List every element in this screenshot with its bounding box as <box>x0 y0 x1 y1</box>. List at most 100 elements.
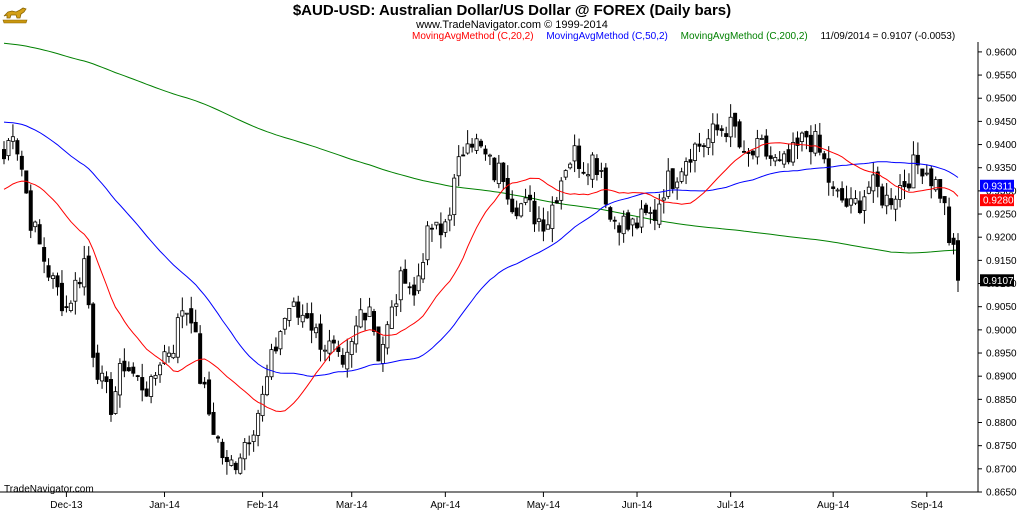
price-bar <box>273 337 278 354</box>
price-bar <box>278 330 283 356</box>
price-bar <box>701 143 706 158</box>
price-bar <box>86 246 91 309</box>
price-bar <box>331 335 336 352</box>
chart-title: $AUD-USD: Australian Dollar/US Dollar @ … <box>292 2 732 19</box>
price-bar <box>309 302 314 344</box>
price-bar <box>46 258 51 282</box>
price-bar <box>951 233 956 255</box>
price-bar <box>233 461 238 475</box>
price-bar <box>438 212 443 249</box>
price-bar <box>724 126 729 143</box>
price-bar <box>514 200 519 220</box>
price-bar <box>314 323 319 339</box>
price-bar <box>737 119 742 149</box>
price-bar <box>104 371 109 394</box>
price-bar <box>162 344 167 365</box>
price-bar <box>906 173 911 192</box>
price-bar <box>447 207 452 232</box>
price-bar <box>528 185 533 212</box>
price-bar <box>585 163 590 186</box>
price-flag: 0.9280 <box>980 194 1014 207</box>
price-bar <box>37 219 42 245</box>
price-bar <box>947 197 952 246</box>
x-tick-label: Jun-14 <box>622 500 653 511</box>
price-bar <box>126 361 131 372</box>
price-bar <box>844 185 849 208</box>
y-tick-label: 0.9250 <box>986 210 1017 221</box>
price-bar <box>282 317 287 335</box>
price-bar <box>100 365 105 389</box>
price-bar <box>554 196 559 204</box>
price-bar <box>349 338 354 368</box>
price-bar <box>287 307 292 327</box>
y-tick-label: 0.9350 <box>986 163 1017 174</box>
gold-bull-logo-icon <box>2 2 28 29</box>
price-bar <box>398 266 403 313</box>
y-tick-label: 0.9550 <box>986 71 1017 82</box>
price-bar <box>777 151 782 162</box>
price-bar <box>670 168 675 194</box>
ma20-line <box>3 142 959 413</box>
x-tick-label: Feb-14 <box>247 500 279 511</box>
price-bar <box>55 272 60 296</box>
price-bar <box>920 168 925 185</box>
price-bar <box>207 371 212 417</box>
price-bar <box>358 298 363 329</box>
price-bar <box>884 182 889 215</box>
price-bar <box>572 134 577 173</box>
x-tick-label: Aug-14 <box>817 500 850 511</box>
price-bar <box>407 282 412 295</box>
price-bar <box>189 296 194 334</box>
price-bar <box>149 374 154 404</box>
y-tick-label: 0.8850 <box>986 395 1017 406</box>
x-tick-label: Mar-14 <box>336 500 368 511</box>
price-bar <box>679 167 684 184</box>
price-bar <box>452 173 457 226</box>
price-bar <box>372 308 377 336</box>
price-bar <box>902 169 907 200</box>
x-tick-label: Apr-14 <box>430 500 460 511</box>
price-bar <box>835 187 840 198</box>
y-tick-label: 0.9400 <box>986 140 1017 151</box>
price-bar <box>425 221 430 266</box>
price-bar <box>461 146 466 157</box>
x-tick-label: Sep-14 <box>911 500 944 511</box>
legend-ma50: MovingAvgMethod (C,50,2) <box>546 31 668 42</box>
price-bar <box>603 163 608 209</box>
price-bar <box>773 154 778 167</box>
x-tick-label: Jul-14 <box>717 500 745 511</box>
price-bar <box>559 177 564 210</box>
y-tick-label: 0.9500 <box>986 94 1017 105</box>
price-bar <box>608 205 613 222</box>
price-bar <box>768 146 773 167</box>
price-bar <box>6 138 11 161</box>
price-bar <box>643 202 648 216</box>
ma50-line <box>3 121 959 377</box>
legend: MovingAvgMethod (C,20,2) MovingAvgMethod… <box>412 31 965 42</box>
legend-ma20: MovingAvgMethod (C,20,2) <box>412 31 534 42</box>
price-bar <box>412 276 417 306</box>
price-bar <box>322 344 327 362</box>
price-bar <box>421 253 426 284</box>
price-bar <box>64 295 69 313</box>
price-bar <box>28 184 33 239</box>
price-flag-label: 0.9311 <box>983 181 1013 192</box>
price-bar <box>158 362 163 383</box>
price-bar <box>193 309 198 333</box>
price-bar <box>296 295 301 325</box>
price-bar <box>238 453 243 475</box>
price-bar <box>648 206 653 224</box>
price-bar <box>840 181 845 203</box>
price-bar <box>822 150 827 164</box>
ma20-line-layer <box>3 142 959 413</box>
price-bar <box>318 314 323 362</box>
price-bar <box>782 150 787 168</box>
price-bar <box>639 200 644 234</box>
price-bar <box>875 166 880 198</box>
ma50-line-layer <box>3 121 959 377</box>
price-bar <box>536 206 541 232</box>
price-bar <box>108 372 113 422</box>
price-bar <box>599 162 604 179</box>
price-bar <box>389 300 394 329</box>
price-bar <box>742 140 747 153</box>
